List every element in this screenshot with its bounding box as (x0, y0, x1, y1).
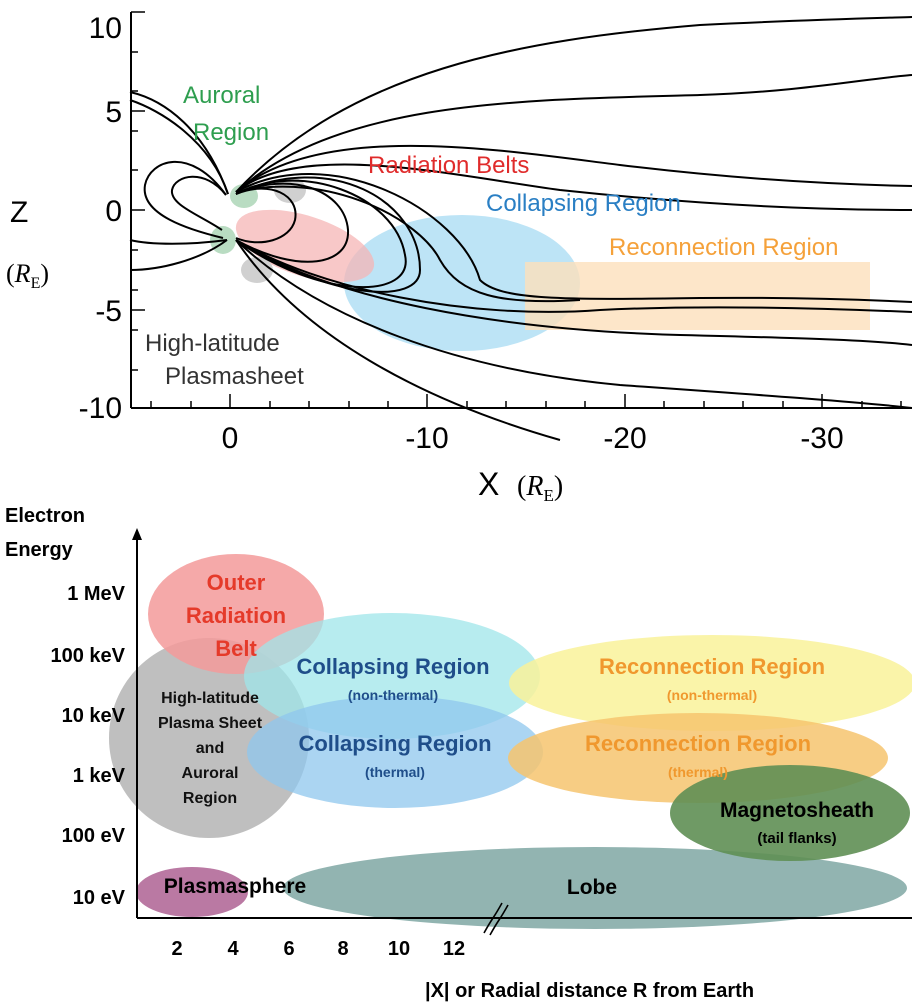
axis-break-symbol (483, 902, 509, 936)
y-axis-arrowhead (132, 528, 142, 540)
z-tick-10: 10 (89, 12, 122, 45)
energy-axis-title-line2: Energy (5, 539, 74, 561)
reconnection-region-shade (525, 262, 870, 330)
top-minor-ticks (131, 11, 902, 409)
distance-tick-10: 10 (388, 938, 410, 960)
energy-tick-100kev: 100 keV (50, 645, 125, 667)
high-latitude-label-line2: Plasma Sheet (158, 715, 263, 732)
collapsing-nonthermal-sublabel: (non-thermal) (348, 687, 438, 703)
distance-axis-title: |X| or Radial distance R from Earth (425, 980, 754, 1002)
collapsing-thermal-sublabel: (thermal) (365, 764, 425, 780)
reconnection-nonthermal-sublabel: (non-thermal) (667, 687, 757, 703)
collapsing-nonthermal-label: Collapsing Region (296, 654, 489, 679)
plasmasphere-label: Plasmasphere (164, 875, 306, 898)
reconnection-nonthermal-label: Reconnection Region (599, 654, 825, 679)
distance-tick-8: 8 (337, 938, 348, 960)
high-latitude-label-line3: and (196, 740, 224, 757)
outer-radiation-belt-label-line1: Outer (207, 570, 266, 595)
radiation-belts-label: Radiation Belts (368, 152, 529, 179)
auroral-region-label-line1: Auroral (183, 82, 260, 109)
collapsing-region-label: Collapsing Region (486, 190, 681, 217)
x-tick-0: 0 (222, 422, 239, 455)
z-axis-unit: (RE) (6, 259, 49, 292)
z-tick-5: 5 (105, 96, 122, 129)
reconnection-region-label: Reconnection Region (609, 234, 839, 261)
high-latitude-label-line1: High-latitude (145, 330, 280, 357)
x-tick-neg20: -20 (603, 422, 646, 455)
high-latitude-label-line5: Region (183, 790, 237, 807)
magnetosheath-sublabel: (tail flanks) (757, 830, 836, 847)
high-latitude-label-line1: High-latitude (161, 690, 259, 707)
bottom-panel: Electron Energy 1 MeV 100 keV 10 keV 1 k… (5, 505, 912, 1002)
energy-tick-10kev: 10 keV (62, 705, 126, 727)
collapsing-thermal-region (247, 696, 543, 808)
high-latitude-label-line4: Auroral (182, 765, 239, 782)
distance-tick-12: 12 (443, 938, 465, 960)
distance-tick-2: 2 (171, 938, 182, 960)
plasmasphere-region (136, 867, 248, 917)
energy-tick-10ev: 10 eV (73, 887, 126, 909)
magnetic-field-lines (129, 16, 912, 441)
distance-tick-6: 6 (283, 938, 294, 960)
top-panel: 10 5 0 -5 -10 0 -10 -20 -30 Z (RE) X (RE… (6, 11, 912, 505)
radiation-belt-shade (235, 209, 375, 283)
lobe-region (283, 847, 907, 929)
auroral-region-label-line2: Region (193, 119, 269, 146)
x-axis-unit: (RE) (517, 471, 563, 505)
energy-axis-title-line1: Electron (5, 505, 85, 527)
x-tick-neg10: -10 (405, 422, 448, 455)
lobe-label: Lobe (567, 876, 617, 899)
z-tick-neg5: -5 (95, 295, 122, 328)
energy-tick-100ev: 100 eV (62, 825, 126, 847)
outer-radiation-belt-label-line2: Radiation (186, 603, 286, 628)
outer-radiation-belt-label-line3: Belt (215, 636, 257, 661)
magnetosheath-region (670, 765, 910, 861)
x-axis-letter: X (478, 466, 499, 502)
reconnection-nonthermal-region (509, 635, 912, 731)
high-latitude-label-line2: Plasmasheet (165, 363, 304, 390)
magnetosheath-label: Magnetosheath (720, 799, 874, 822)
x-tick-neg30: -30 (800, 422, 843, 455)
reconnection-thermal-label: Reconnection Region (585, 731, 811, 756)
z-axis-letter: Z (10, 196, 28, 229)
z-tick-0: 0 (105, 195, 122, 228)
z-tick-neg10: -10 (79, 392, 122, 425)
energy-tick-1mev: 1 MeV (67, 583, 125, 605)
collapsing-thermal-label: Collapsing Region (298, 731, 491, 756)
energy-tick-1kev: 1 keV (73, 765, 126, 787)
reconnection-thermal-sublabel: (thermal) (668, 764, 728, 780)
distance-tick-4: 4 (227, 938, 239, 960)
